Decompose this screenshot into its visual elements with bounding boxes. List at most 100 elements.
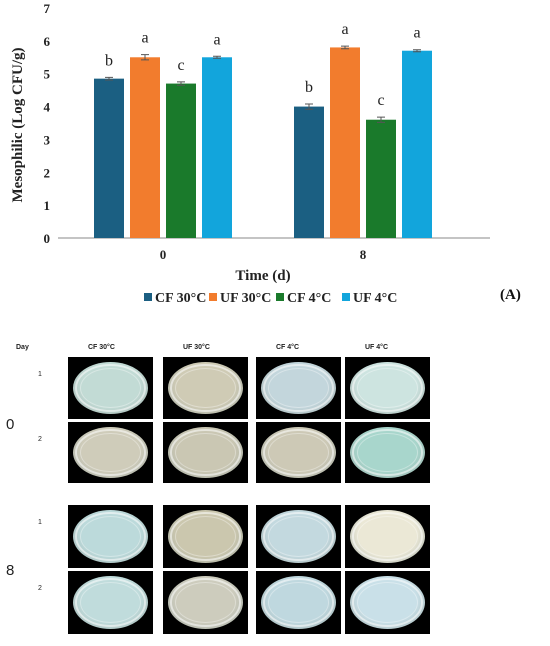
plate-photo [163, 505, 248, 568]
bar [402, 50, 432, 238]
day-label: 8 [6, 562, 15, 579]
plate-photo [68, 505, 153, 568]
error-bar [305, 103, 313, 110]
day-label: 0 [6, 416, 15, 433]
plate-photo [345, 422, 430, 483]
y-tick-label: 5 [44, 67, 51, 82]
dish-inner-rim [356, 432, 419, 473]
bar [366, 119, 396, 238]
petri-dish [261, 576, 336, 629]
plate-photo-grid: Day CF 30°C UF 30°C CF 4°C UF 4°C 1 2 1 2 0 8 [0, 330, 550, 646]
dish-rim [352, 578, 423, 627]
significance-letter: a [213, 31, 220, 48]
dish-rim [170, 512, 241, 561]
error-bar [413, 49, 421, 53]
legend-label: CF 30°C [155, 291, 206, 306]
dish-inner-rim [356, 581, 419, 624]
bar [166, 83, 196, 238]
plate-photo [256, 505, 341, 568]
y-axis-label: Mesophilic (Log CFU/g) [10, 48, 26, 203]
column-header: UF 4°C [365, 344, 389, 351]
replicate-label: 2 [38, 585, 42, 592]
petri-dish [168, 426, 243, 479]
petri-dish [168, 361, 243, 415]
dish-inner-rim [79, 367, 142, 409]
dish-inner-rim [267, 581, 330, 624]
y-tick-label: 6 [44, 34, 51, 49]
plate-photo [68, 571, 153, 634]
panel-label: (A) [500, 287, 521, 303]
dish-rim [75, 512, 146, 561]
replicate-label: 1 [38, 371, 42, 378]
bar-chart: Mesophilic (Log CFU/g) Time (d) 0 1 2 3 4 5 6 7… [10, 1, 490, 306]
dish-inner-rim [267, 515, 330, 558]
plate-photo [345, 571, 430, 634]
petri-dish [261, 510, 336, 563]
dish-rim [263, 512, 334, 561]
dish-rim [352, 428, 423, 477]
petri-dish [350, 426, 425, 479]
dish-rim [75, 578, 146, 627]
petri-dish [261, 361, 336, 415]
dish-inner-rim [174, 581, 237, 624]
legend-label: UF 30°C [220, 291, 271, 306]
dish-inner-rim [356, 367, 419, 409]
column-header: CF 30°C [88, 344, 115, 351]
plate-photo [68, 422, 153, 483]
x-tick-label: 8 [360, 247, 367, 262]
error-bar [377, 116, 385, 123]
bar [294, 106, 324, 238]
dish-inner-rim [174, 432, 237, 473]
day-header: Day [16, 344, 29, 351]
significance-letter: a [141, 30, 148, 47]
legend-swatch [209, 293, 217, 301]
bar [330, 47, 360, 238]
replicate-label: 2 [38, 436, 42, 443]
legend-swatch [342, 293, 350, 301]
petri-dish [73, 426, 148, 479]
dish-rim [352, 512, 423, 561]
bar [202, 57, 232, 239]
y-tick-label: 2 [44, 165, 51, 180]
legend-swatch [144, 293, 152, 301]
dish-rim [263, 428, 334, 477]
x-tick-label: 0 [160, 247, 167, 262]
dish-inner-rim [267, 432, 330, 473]
plate-photo [163, 571, 248, 634]
plate-photo [163, 422, 248, 483]
replicate-label: 1 [38, 519, 42, 526]
petri-dish [168, 510, 243, 563]
petri-dish [350, 361, 425, 415]
error-bar [105, 76, 113, 81]
plate-photo [256, 422, 341, 483]
significance-letter: b [305, 79, 313, 96]
plate-photo [256, 571, 341, 634]
dish-inner-rim [356, 515, 419, 558]
plate-photo [345, 357, 430, 419]
dish-rim [263, 364, 334, 412]
petri-dish [350, 576, 425, 629]
bar [130, 57, 160, 239]
y-tick-label: 1 [44, 198, 51, 213]
dish-inner-rim [79, 432, 142, 473]
dish-rim [170, 578, 241, 627]
dish-inner-rim [267, 367, 330, 409]
dish-inner-rim [79, 581, 142, 624]
error-bar [177, 81, 185, 86]
dish-inner-rim [174, 515, 237, 558]
petri-dish [261, 426, 336, 479]
column-header: CF 4°C [276, 344, 300, 351]
significance-letter: c [377, 92, 384, 109]
plate-photo [68, 357, 153, 419]
petri-dish [168, 576, 243, 629]
dish-inner-rim [79, 515, 142, 558]
error-bar [213, 55, 221, 59]
petri-dish [73, 576, 148, 629]
petri-dish [350, 510, 425, 563]
plate-photo [345, 505, 430, 568]
bar [94, 78, 124, 239]
dish-rim [170, 364, 241, 412]
dish-rim [170, 428, 241, 477]
dish-inner-rim [174, 367, 237, 409]
dish-rim [75, 364, 146, 412]
